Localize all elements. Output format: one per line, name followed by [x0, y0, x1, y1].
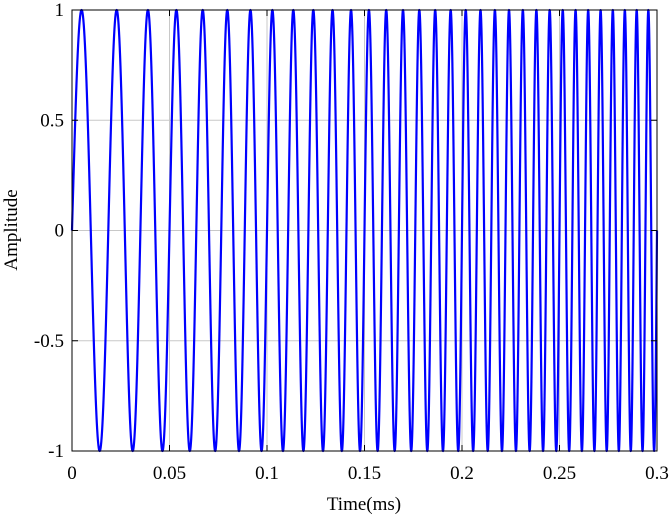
y-tick-label: 0 [55, 221, 65, 242]
x-tick-label: 0.15 [348, 463, 381, 484]
y-tick-label: 0.5 [40, 110, 64, 131]
x-axis-label: Time(ms) [327, 494, 401, 515]
series-layer [70, 8, 659, 453]
y-axis-label: Amplitude [1, 189, 22, 270]
y-tick-label: 1 [55, 0, 65, 21]
x-tick-label: 0.3 [645, 463, 669, 484]
ticks: 0 0.05 0.1 0.15 0.2 0.25 0.3 1 0.5 0 -0.5 -1 [34, 0, 669, 484]
x-tick-label: 0.1 [255, 463, 279, 484]
x-tick-label: 0.05 [153, 463, 186, 484]
x-tick-label: 0 [67, 463, 77, 484]
y-tick-label: -1 [48, 441, 64, 462]
y-tick-label: -0.5 [34, 331, 64, 352]
x-tick-label: 0.2 [450, 463, 474, 484]
x-tick-label: 0.25 [543, 463, 576, 484]
series-line [70, 8, 659, 453]
